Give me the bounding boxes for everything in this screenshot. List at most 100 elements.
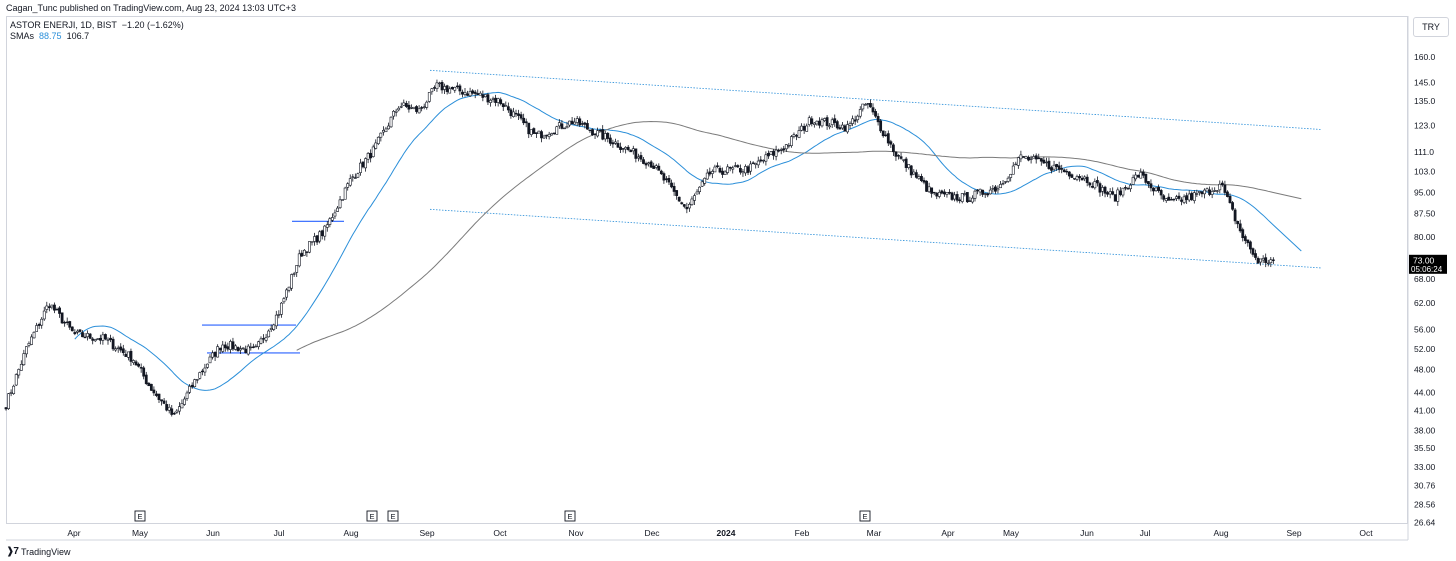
candle: [1093, 178, 1097, 190]
candle: [519, 111, 523, 121]
candle: [560, 120, 564, 130]
candle-body: [1198, 191, 1201, 193]
candle-body: [680, 202, 684, 205]
candle-body: [682, 204, 686, 207]
candle-body: [96, 338, 100, 340]
symbol-label[interactable]: ASTOR ENERJI, 1D, BIST: [10, 20, 117, 30]
candle-body: [139, 367, 143, 369]
candle: [738, 164, 742, 175]
candle-body: [848, 123, 852, 126]
candle: [453, 86, 457, 93]
candle: [458, 83, 462, 96]
candle-body: [555, 126, 559, 135]
candle-body: [937, 192, 941, 197]
time-axis[interactable]: Apr May Jun Jul Aug Sep Oct Nov Dec 2024 Feb Mar Apr…: [6, 528, 1408, 541]
candle-body: [430, 88, 434, 93]
candle-body: [1032, 156, 1036, 159]
candle: [851, 115, 855, 127]
candle-body: [167, 406, 171, 411]
candle: [1052, 160, 1056, 172]
candle-body: [351, 176, 355, 178]
candle-body: [1228, 195, 1232, 203]
time-tick-label: Sep: [1286, 528, 1301, 538]
candle-body: [708, 171, 712, 175]
candle-body: [761, 159, 765, 162]
candle: [744, 164, 747, 176]
candle: [313, 232, 316, 246]
candle: [922, 177, 926, 185]
candle-body: [404, 102, 408, 107]
candle: [897, 154, 900, 160]
candle-body: [213, 351, 217, 357]
candle: [397, 106, 401, 112]
candle: [267, 329, 271, 338]
candle: [795, 134, 798, 141]
candle: [1047, 157, 1051, 170]
candle-body: [846, 124, 849, 133]
candle-body: [1169, 199, 1173, 201]
price-tick-label: 35.50: [1414, 443, 1436, 453]
candle: [1111, 187, 1115, 196]
price-axis[interactable]: 160.0 145.0 135.0 123.0 111.0 103.0 95.00 87.50…: [1407, 16, 1436, 540]
candle-body: [1004, 181, 1008, 183]
candle: [904, 156, 908, 172]
candle-body: [121, 348, 125, 354]
candle: [1009, 173, 1013, 182]
candle-body: [172, 412, 176, 415]
candle-body: [828, 125, 832, 128]
candle-body: [825, 117, 829, 126]
candle: [659, 169, 663, 175]
footer-brand[interactable]: ❱7 TradingView: [6, 546, 70, 557]
candle: [716, 162, 719, 169]
candle: [295, 265, 299, 277]
candle: [1231, 201, 1234, 211]
candle-body: [231, 341, 235, 350]
candle: [399, 102, 403, 109]
candle: [812, 122, 816, 128]
candle-body: [619, 146, 622, 150]
candle: [76, 329, 79, 335]
candle-body: [106, 338, 110, 341]
candle: [63, 320, 67, 327]
candle: [24, 346, 28, 358]
candle-body: [249, 346, 253, 349]
candle-body: [1259, 258, 1263, 263]
candle: [570, 116, 574, 125]
candle-body: [364, 158, 367, 169]
candle-body: [134, 361, 138, 366]
earnings-marker-box: [859, 510, 871, 522]
candle-body: [17, 369, 21, 376]
candle: [501, 103, 505, 112]
candle-body: [1124, 187, 1127, 189]
sma-label[interactable]: SMAs: [10, 31, 35, 41]
candle-body: [891, 144, 895, 153]
candle: [986, 192, 990, 198]
candle: [1039, 158, 1043, 166]
candle-body: [7, 393, 10, 409]
candle-body: [534, 132, 538, 134]
candle-body: [76, 330, 79, 333]
candle-body: [200, 370, 204, 373]
currency-button[interactable]: TRY: [1413, 17, 1449, 37]
candle-body: [835, 121, 839, 129]
candle-body: [407, 104, 411, 110]
candle: [879, 119, 883, 133]
candle-body: [19, 364, 23, 371]
candle-body: [894, 151, 898, 157]
candle: [1024, 155, 1028, 159]
candle-body: [144, 374, 148, 384]
candle: [147, 382, 151, 387]
candle-body: [611, 142, 615, 145]
candle: [805, 123, 809, 132]
candle: [649, 160, 653, 168]
candle-body: [445, 85, 449, 92]
candle: [404, 100, 408, 109]
candle: [78, 329, 82, 333]
candle: [223, 341, 227, 352]
candle: [1243, 234, 1247, 245]
candle-body: [104, 334, 107, 340]
candle: [616, 140, 620, 148]
candle-body: [784, 144, 788, 150]
earnings-marker-box: [564, 510, 576, 522]
